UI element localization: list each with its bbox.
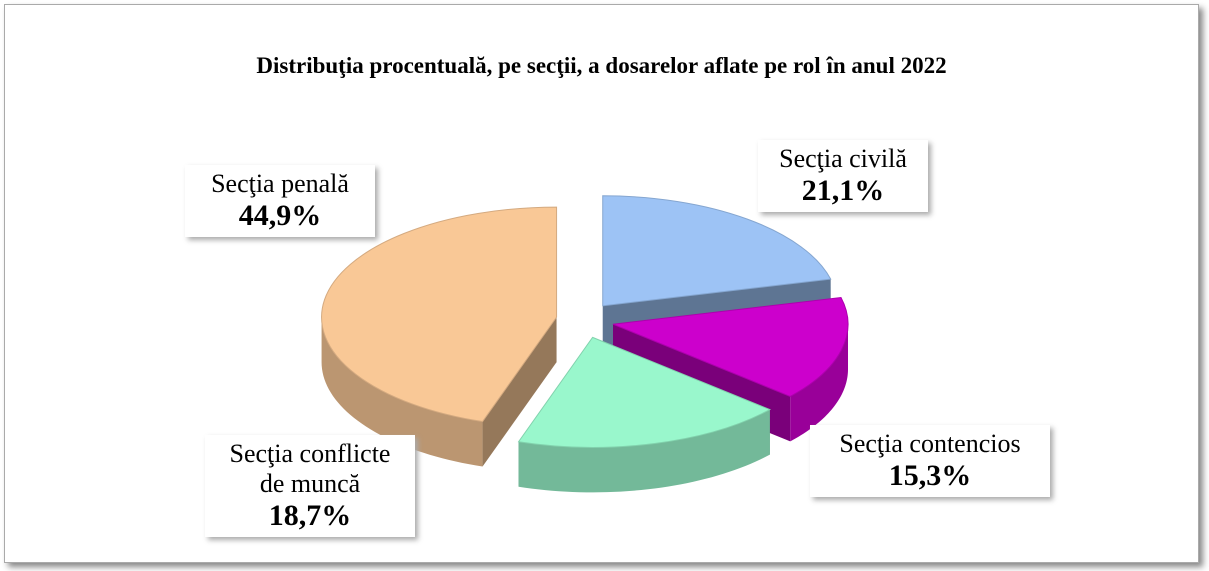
value-label: 15,3% bbox=[888, 458, 972, 492]
slice bbox=[517, 336, 772, 448]
value-label: 18,7% bbox=[268, 498, 352, 532]
category-label: Secţia penală bbox=[211, 169, 349, 198]
slice bbox=[321, 206, 558, 423]
slice-side bbox=[518, 409, 770, 493]
slice-wall bbox=[482, 317, 557, 467]
chart-frame: Distribuţia procentuală, pe secţii, a do… bbox=[4, 4, 1199, 563]
value-label: 44,9% bbox=[238, 198, 322, 232]
category-label: Secţia conflicte de muncă bbox=[229, 439, 391, 498]
chart-title: Distribuţia procentuală, pe secţii, a do… bbox=[256, 53, 947, 78]
slice-side bbox=[790, 324, 849, 442]
data-label: Secţia contencios 15,3% bbox=[810, 425, 1050, 498]
data-label: Secţia civilă 21,1% bbox=[758, 140, 928, 213]
category-label: Secţia civilă bbox=[779, 144, 907, 173]
data-label: Secţia conflicte de muncă 18,7% bbox=[205, 435, 415, 538]
slice-side bbox=[321, 317, 483, 467]
slice bbox=[612, 296, 849, 397]
chart bbox=[321, 195, 849, 493]
category-label: Secţia contencios bbox=[839, 429, 1021, 458]
data-label: Secţia penală 44,9% bbox=[185, 165, 375, 238]
value-label: 21,1% bbox=[801, 173, 885, 207]
slice bbox=[602, 195, 832, 307]
